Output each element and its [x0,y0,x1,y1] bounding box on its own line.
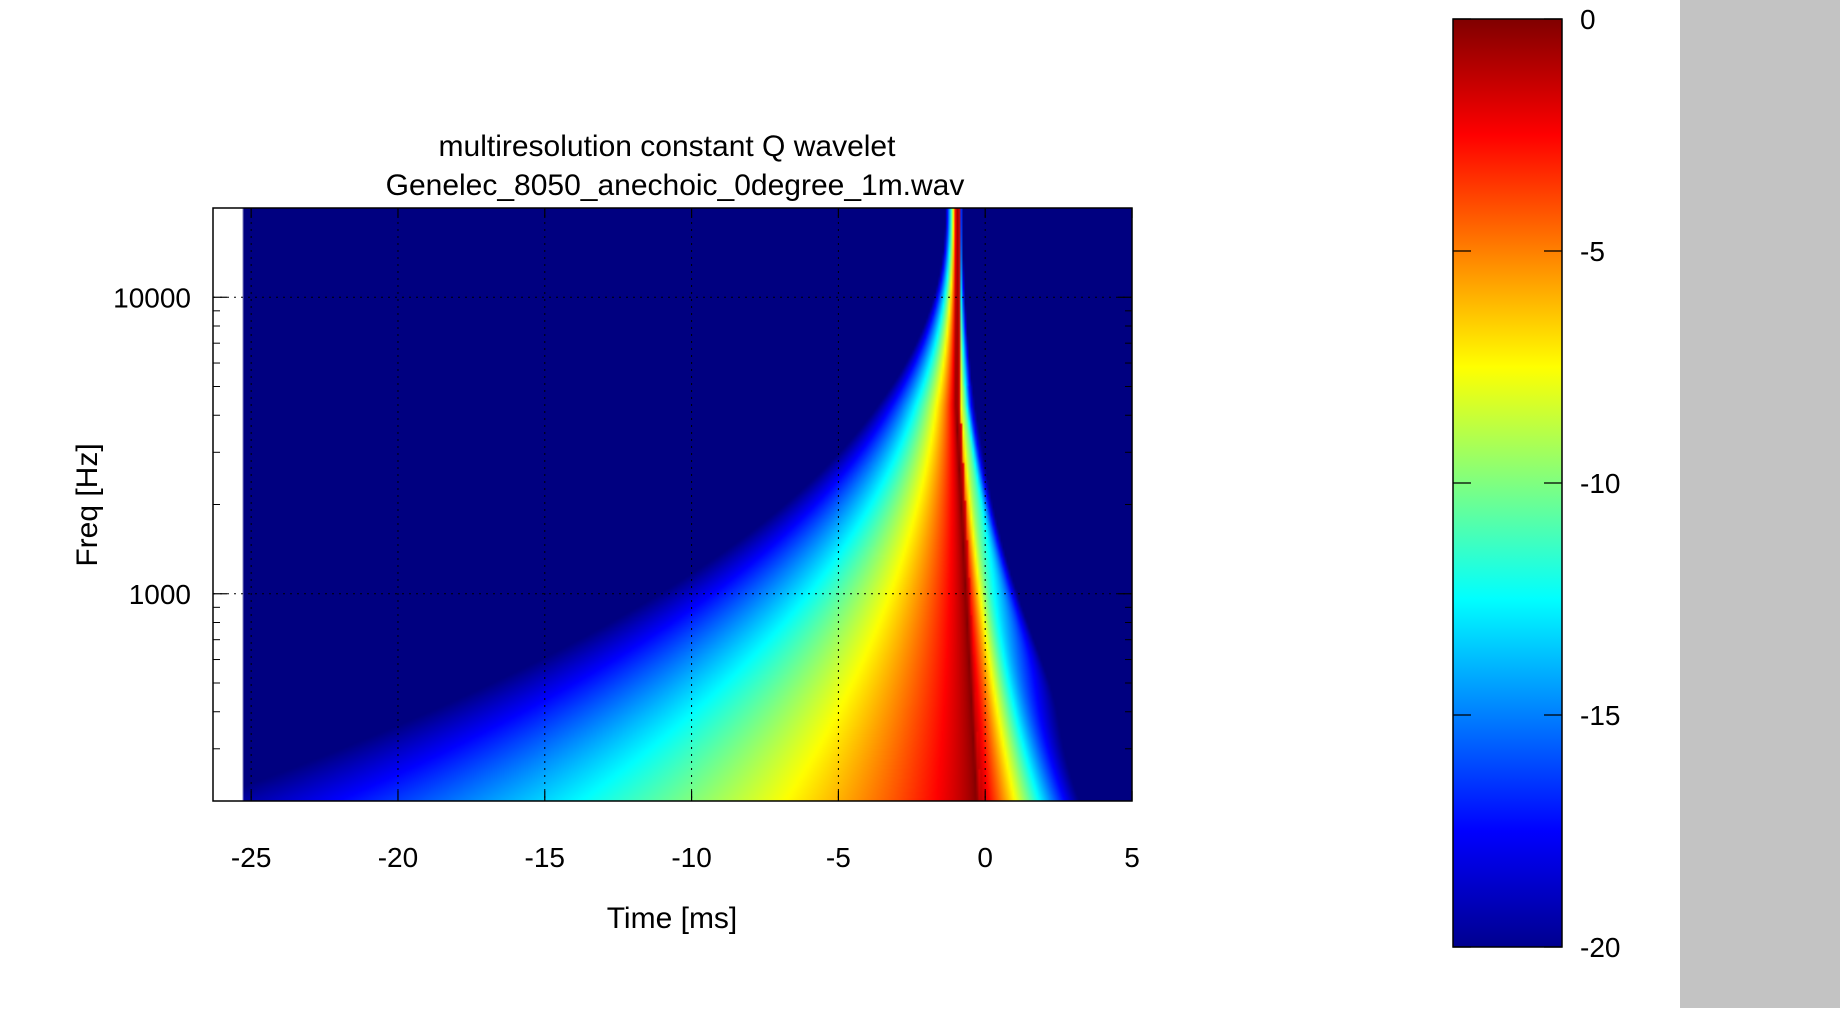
y-axis-label: Freq [Hz] [71,443,104,566]
colorbar-tick-labels: 0 -5 -10 -15 -20 [1580,4,1620,963]
y-tick-labels: 1000 10000 [113,282,191,609]
heatmap-image [213,208,1132,801]
plot-frame [212,207,1133,802]
colorbar-tick-label: -20 [1580,932,1620,963]
grid-lines [213,208,1132,801]
x-tick-label: -5 [826,842,851,873]
colorbar-tick-label: -15 [1580,700,1620,731]
x-tick-label: 5 [1124,842,1140,873]
x-tick-label: -15 [525,842,565,873]
colorbar-tick-label: -5 [1580,236,1605,267]
right-side-panel [1680,0,1840,1008]
colorbar [1452,18,1563,948]
axis-ticks [213,208,1133,801]
x-tick-labels: -25 -20 -15 -10 -5 0 5 [231,842,1140,873]
chart-title: multiresolution constant Q wavelet [439,130,897,163]
x-tick-label: 0 [977,842,993,873]
colorbar-tick-label: 0 [1580,4,1596,35]
colorbar-ticks [1453,18,1562,948]
x-tick-label: -10 [671,842,711,873]
y-tick-label: 1000 [129,579,191,610]
y-tick-label: 10000 [113,282,191,313]
chart-subtitle: Genelec_8050_anechoic_0degree_1m.wav [386,169,965,202]
x-axis-label: Time [ms] [607,902,738,935]
x-tick-label: -20 [378,842,418,873]
x-tick-label: -25 [231,842,271,873]
colorbar-tick-label: -10 [1580,468,1620,499]
